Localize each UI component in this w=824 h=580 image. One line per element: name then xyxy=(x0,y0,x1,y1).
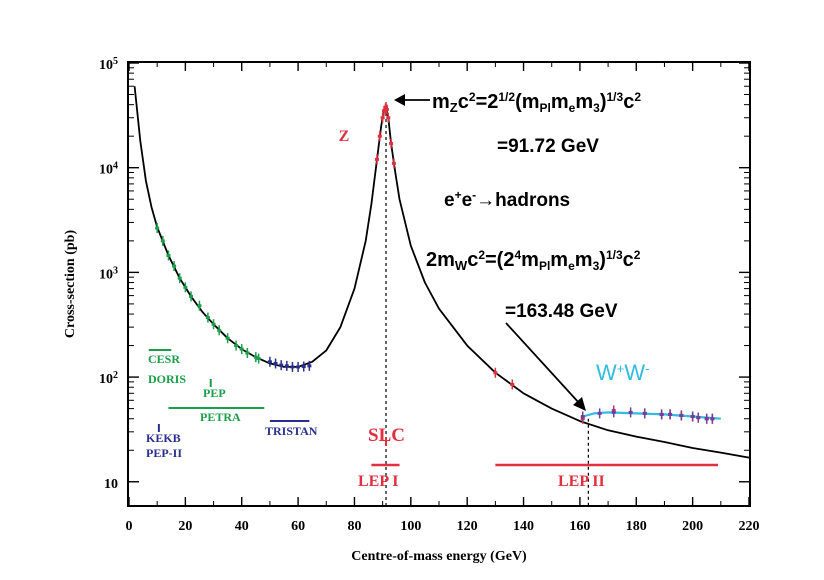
measurement-point xyxy=(205,316,210,320)
measurement-point xyxy=(177,276,182,280)
z-pointer-arrow xyxy=(394,94,430,106)
measurement-point xyxy=(386,116,391,120)
x-tick-label: 100 xyxy=(400,519,421,534)
y-tick-label: 105 xyxy=(99,56,118,74)
measurement-point xyxy=(384,107,389,111)
measurement-point xyxy=(253,355,258,359)
x-tick-labels: 0 20 40 60 80 100 120 140 160 180 200 220 xyxy=(126,519,760,534)
x-tick-label: 20 xyxy=(178,519,192,534)
collider-label-lep-i: LEP I xyxy=(358,473,398,490)
collider-label-doris: DORIS xyxy=(148,372,186,386)
measurement-point xyxy=(155,226,160,230)
measurement-point xyxy=(296,365,301,369)
collider-label-slc: SLC xyxy=(368,425,405,446)
measurement-point xyxy=(217,328,222,332)
y-axis-label: Cross-section (pb) xyxy=(63,230,78,339)
measurement-point xyxy=(597,411,602,415)
measurement-point xyxy=(211,322,216,326)
x-tick-label: 80 xyxy=(347,519,361,534)
measurement-point xyxy=(382,109,387,113)
x-tick-label: 220 xyxy=(739,519,760,534)
measurement-point xyxy=(290,365,295,369)
x-tick-label: 0 xyxy=(126,519,133,534)
measurement-point xyxy=(704,417,709,421)
measurement-point xyxy=(256,357,261,361)
measurement-point xyxy=(166,253,171,257)
collider-label-kekb: KEKB xyxy=(146,431,181,445)
measurement-point xyxy=(380,116,385,120)
measurement-point xyxy=(493,371,498,375)
theory-curves xyxy=(133,86,750,459)
measurement-point xyxy=(279,363,284,367)
measurement-point xyxy=(160,239,165,243)
axis-ticks xyxy=(128,62,750,505)
w-mass-formula: 2mWc2=(24mPlmem3)1/3c2 xyxy=(426,248,641,273)
z-mass-value: =91.72 GeV xyxy=(497,136,599,157)
y-tick-labels: 10 102 103 104 105 xyxy=(99,56,118,492)
measurement-point xyxy=(642,411,647,415)
plot-frame xyxy=(127,61,751,507)
collider-label-pep-ii: PEP-II xyxy=(146,446,182,460)
measurement-point xyxy=(389,142,394,146)
x-tick-label: 120 xyxy=(457,519,478,534)
measurement-point xyxy=(391,161,396,165)
measurement-point xyxy=(301,365,306,369)
z-peak-label: Z xyxy=(339,128,350,145)
measurement-point xyxy=(284,364,289,368)
collider-label-tristan: TRISTAN xyxy=(265,424,318,438)
measurement-point xyxy=(679,413,684,417)
measurement-point xyxy=(273,361,278,365)
measurement-point xyxy=(628,410,633,414)
x-tick-label: 200 xyxy=(682,519,703,534)
x-tick-label: 60 xyxy=(291,519,305,534)
measurement-point xyxy=(384,105,389,109)
measurement-point xyxy=(239,347,244,351)
z-mass-formula: mZc2=21/2(mPlmem3)1/3c2 xyxy=(432,90,641,115)
measurement-point xyxy=(197,304,202,308)
collider-label-lep-ii: LEP II xyxy=(558,473,605,490)
x-tick-label: 40 xyxy=(235,519,249,534)
x-axis-label: Centre-of-mass energy (GeV) xyxy=(351,549,527,564)
measurement-point xyxy=(377,134,382,138)
measurement-point xyxy=(696,416,701,420)
x-tick-label: 160 xyxy=(569,519,590,534)
measurement-point xyxy=(245,351,250,355)
collider-label-pep: PEP xyxy=(203,386,226,400)
measurement-point xyxy=(690,415,695,419)
measurement-point xyxy=(510,382,515,386)
x-tick-label: 180 xyxy=(626,519,647,534)
reaction-label: e+e-→hadrons xyxy=(444,188,570,211)
w-pointer-arrow xyxy=(505,322,586,411)
measurement-point xyxy=(710,417,715,421)
measurement-point xyxy=(189,294,193,298)
measurement-point xyxy=(659,412,664,416)
measurement-point xyxy=(668,412,673,416)
measurement-point xyxy=(172,264,177,268)
w-mass-value: =163.48 GeV xyxy=(505,301,618,322)
y-tick-label: 102 xyxy=(99,370,118,388)
x-tick-label: 140 xyxy=(513,519,534,534)
measurement-point xyxy=(234,344,239,348)
measurement-points xyxy=(155,101,715,424)
y-tick-label: 10 xyxy=(104,477,118,492)
measurement-point xyxy=(375,157,379,161)
measurement-point xyxy=(225,336,230,340)
measurement-point xyxy=(183,285,188,289)
measurement-point xyxy=(307,364,312,368)
y-tick-label: 104 xyxy=(99,160,118,178)
y-tick-label: 103 xyxy=(99,265,118,283)
measurement-point xyxy=(611,410,616,414)
collider-label-cesr: CESR xyxy=(148,352,180,366)
hadron-cross-section-curve xyxy=(133,86,750,459)
measurement-point xyxy=(580,415,585,419)
ww-label: W+W- xyxy=(596,360,649,385)
measurement-point xyxy=(267,360,272,364)
collider-label-petra: PETRA xyxy=(200,410,241,424)
